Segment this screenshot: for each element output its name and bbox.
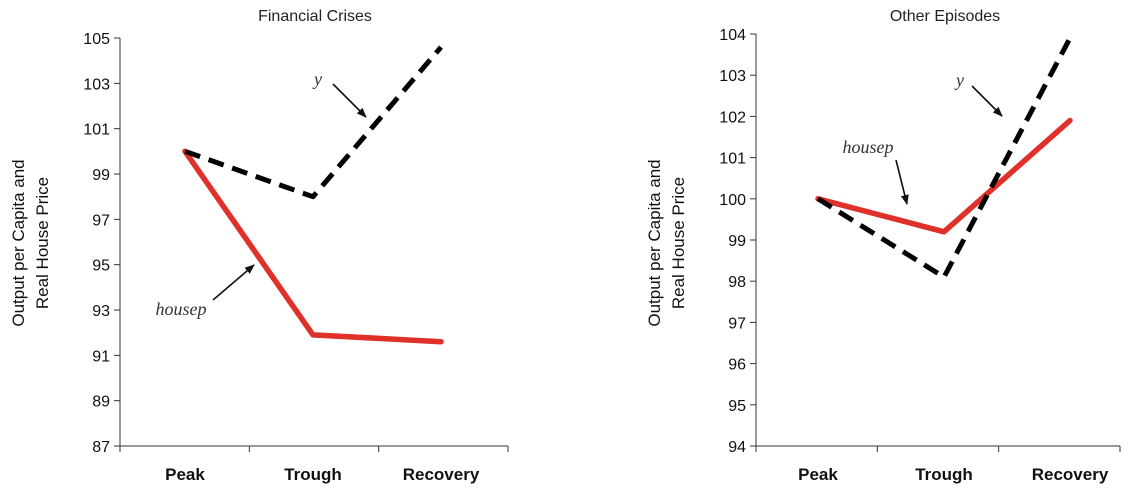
y-tick-label: 96 xyxy=(728,357,746,374)
y-tick-label: 99 xyxy=(92,167,110,184)
annotation-housep: housep xyxy=(156,299,207,319)
y-axis-label-line-1: Output per Capita and xyxy=(645,159,664,326)
y-tick-label: 87 xyxy=(92,439,110,456)
annotation-housep-arrow xyxy=(212,264,255,301)
x-axis: Peak Trough Recovery xyxy=(755,445,1121,484)
x-axis: Peak Trough Recovery xyxy=(119,445,509,484)
series-line-housep xyxy=(815,117,1073,235)
y-tick-label: 103 xyxy=(83,76,110,93)
chart-title: Financial Crises xyxy=(258,8,372,25)
y-axis: 87 89 91 93 95 97 99 101 103 105 xyxy=(83,31,121,456)
x-tick-label-peak: Peak xyxy=(165,465,205,484)
y-axis-label-line-2: Real House Price xyxy=(669,177,688,309)
y-tick-label: 97 xyxy=(92,212,110,229)
chart-title: Other Episodes xyxy=(890,8,1000,25)
y-axis-label-line-1: Output per Capita and xyxy=(9,159,28,326)
series-group xyxy=(815,36,1073,280)
annotation-y: y xyxy=(954,70,964,90)
y-tick-label: 89 xyxy=(92,394,110,411)
chart-financial-crises: Financial Crises Output per Capita and R… xyxy=(9,8,509,484)
y-tick-label: 94 xyxy=(728,439,746,456)
y-tick-label: 101 xyxy=(719,151,746,168)
x-tick-label-recovery: Recovery xyxy=(1032,465,1109,484)
annotation-y-arrow xyxy=(971,85,1003,117)
x-tick-label-peak: Peak xyxy=(798,465,838,484)
y-tick-label: 97 xyxy=(728,315,746,332)
annotation-housep: housep xyxy=(843,137,894,157)
y-tick-label: 102 xyxy=(719,109,746,126)
y-tick-label: 104 xyxy=(719,27,746,44)
x-tick-label-trough: Trough xyxy=(915,465,973,484)
annotation-housep-arrow xyxy=(895,159,909,205)
series-group xyxy=(182,45,444,345)
y-tick-label: 95 xyxy=(728,398,746,415)
series-line-y xyxy=(184,45,443,200)
y-tick-label: 99 xyxy=(728,233,746,250)
y-tick-label: 91 xyxy=(92,348,110,365)
x-tick-label-recovery: Recovery xyxy=(403,465,480,484)
y-axis: 94 95 96 97 98 99 100 101 102 103 104 xyxy=(719,27,757,456)
y-tick-label: 98 xyxy=(728,274,746,291)
y-tick-label: 93 xyxy=(92,303,110,320)
y-tick-label: 101 xyxy=(83,122,110,139)
y-tick-label: 103 xyxy=(719,68,746,85)
chart-other-episodes: Other Episodes Output per Capita and Rea… xyxy=(645,8,1121,484)
y-axis-label-line-2: Real House Price xyxy=(33,177,52,309)
series-line-y xyxy=(816,36,1073,280)
y-tick-label: 105 xyxy=(83,31,110,48)
y-tick-label: 95 xyxy=(92,258,110,275)
y-tick-label: 100 xyxy=(719,192,746,209)
annotation-y: y xyxy=(312,69,322,89)
x-tick-label-trough: Trough xyxy=(284,465,342,484)
series-line-housep xyxy=(182,148,444,345)
annotation-y-arrow xyxy=(332,83,367,118)
